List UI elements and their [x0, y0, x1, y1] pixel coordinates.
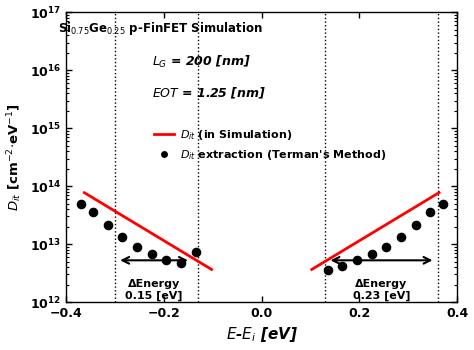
Point	[412, 222, 419, 228]
Text: $EOT$ = 1.25 [nm]: $EOT$ = 1.25 [nm]	[152, 86, 266, 101]
Y-axis label: $D_{it}$ [cm$^{-2}$$\cdot$eV$^{-1}$]: $D_{it}$ [cm$^{-2}$$\cdot$eV$^{-1}$]	[6, 103, 24, 211]
X-axis label: $E$-$E_{i}$ [eV]: $E$-$E_{i}$ [eV]	[226, 326, 298, 344]
Point	[148, 251, 155, 257]
Point	[118, 234, 126, 240]
Point	[77, 201, 84, 206]
Point	[368, 251, 375, 257]
Point	[324, 267, 331, 273]
Point	[177, 260, 185, 265]
Point	[427, 209, 434, 215]
Point	[104, 222, 111, 228]
Text: Si$_{0.75}$Ge$_{0.25}$ p-FinFET Simulation: Si$_{0.75}$Ge$_{0.25}$ p-FinFET Simulati…	[57, 20, 263, 37]
Legend: $D_{it}$ (in Simulation), $D_{it}$ extraction (Terman's Method): $D_{it}$ (in Simulation), $D_{it}$ extra…	[150, 124, 391, 166]
Point	[133, 244, 141, 250]
Text: ΔEnergy
0.23 [eV]: ΔEnergy 0.23 [eV]	[353, 279, 410, 301]
Text: $L_{G}$ = 200 [nm]: $L_{G}$ = 200 [nm]	[152, 54, 251, 70]
Point	[383, 244, 390, 250]
Point	[192, 249, 200, 254]
Point	[338, 263, 346, 268]
Point	[397, 234, 405, 240]
Point	[163, 258, 170, 263]
Point	[353, 258, 361, 263]
Point	[89, 209, 97, 215]
Point	[439, 201, 447, 206]
Text: ΔEnergy
0.15 [eV]: ΔEnergy 0.15 [eV]	[125, 279, 183, 301]
